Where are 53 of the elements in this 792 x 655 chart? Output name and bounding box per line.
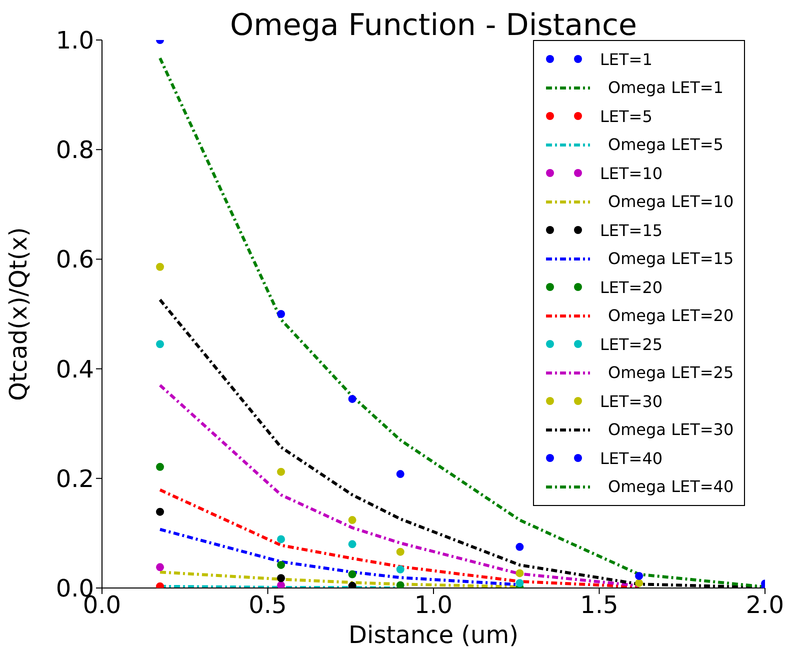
- legend-label: LET=15: [600, 220, 663, 240]
- legend-label: Omega LET=25: [608, 363, 734, 382]
- y-tick-label: 0.4: [56, 355, 94, 384]
- legend-label: LET=10: [600, 164, 663, 183]
- x-tick-label: 0.5: [248, 591, 287, 620]
- y-tick-label: 0.8: [56, 136, 94, 164]
- point: [277, 574, 286, 582]
- point: [277, 581, 286, 588]
- point: [516, 579, 524, 588]
- point: [156, 262, 164, 271]
- x-tick-label: 1.5: [580, 591, 618, 620]
- point: [156, 340, 164, 348]
- point: [396, 581, 404, 588]
- legend-label: LET=5: [600, 106, 652, 126]
- y-tick-label: 1.0: [56, 26, 94, 55]
- legend-label: Omega LET=20: [608, 306, 734, 326]
- legend-label: Omega LET=30: [608, 420, 734, 440]
- point: [277, 535, 286, 544]
- legend-label: Omega LET=1: [608, 78, 724, 98]
- point: [156, 462, 164, 471]
- y-axis-title: Qtcad(x)/Qt(x): [4, 227, 33, 401]
- legend-label: LET=20: [600, 278, 663, 297]
- point: [277, 560, 286, 569]
- point: [348, 570, 356, 578]
- x-axis-title: Distance (um): [348, 621, 518, 649]
- y-tick-label: 0.2: [56, 464, 94, 493]
- point: [396, 565, 404, 574]
- legend-label: LET=40: [600, 448, 663, 468]
- legend-label: LET=1: [600, 50, 652, 69]
- point: [348, 394, 356, 403]
- point: [635, 572, 644, 580]
- point: [635, 579, 644, 588]
- point: [516, 569, 524, 578]
- legend-label: Omega LET=15: [608, 249, 734, 268]
- point: [396, 548, 404, 556]
- x-tick-label: 2.0: [746, 591, 784, 620]
- point: [277, 468, 286, 476]
- point: [516, 542, 524, 551]
- point: [156, 508, 164, 516]
- legend-label: LET=25: [600, 334, 663, 354]
- legend-label: Omega LET=10: [608, 192, 734, 212]
- legend-label: Omega LET=5: [608, 135, 724, 154]
- point: [348, 582, 356, 588]
- point: [396, 470, 404, 478]
- legend-label: Omega LET=40: [608, 477, 734, 496]
- x-tick-label: 1.0: [414, 591, 453, 620]
- point: [277, 310, 286, 318]
- point: [156, 563, 164, 572]
- point: [348, 516, 356, 524]
- y-tick-label: 0.6: [56, 246, 94, 274]
- point: [348, 540, 356, 548]
- chart-title: Omega Function - Distance: [229, 8, 638, 43]
- legend-label: LET=30: [600, 392, 663, 411]
